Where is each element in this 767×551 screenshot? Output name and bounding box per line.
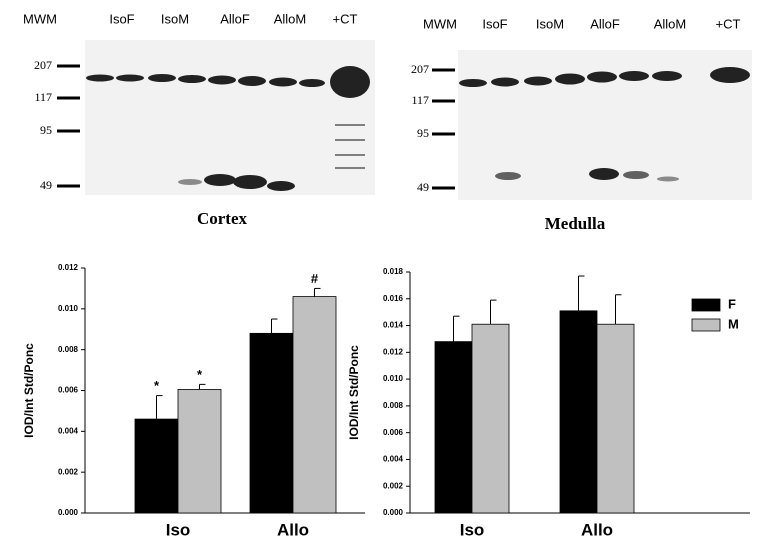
bar xyxy=(471,323,510,514)
legend-label: M xyxy=(728,316,739,331)
lane-label: IsoF xyxy=(482,16,507,31)
lane-label: AlloM xyxy=(274,11,307,26)
marker-label: 207 xyxy=(34,58,52,72)
y-tick-label: 0.012 xyxy=(58,263,79,272)
bar xyxy=(292,296,337,514)
y-tick-label: 0.000 xyxy=(58,508,79,517)
y-axis-label: IOD/Int Std/Ponc xyxy=(22,343,36,438)
bar xyxy=(434,341,473,514)
blot-title: Cortex xyxy=(197,209,248,228)
marker-label: 95 xyxy=(417,126,429,140)
y-tick-label: 0.010 xyxy=(58,304,79,313)
y-tick-label: 0.002 xyxy=(58,467,79,476)
bar xyxy=(134,418,179,514)
bar xyxy=(177,389,222,514)
y-tick-label: 0.016 xyxy=(383,294,404,303)
lane-label: +CT xyxy=(333,11,358,26)
marker-label: 95 xyxy=(40,123,52,137)
lane-label: IsoM xyxy=(536,16,564,31)
x-tick-label: Allo xyxy=(581,520,613,539)
x-tick-label: Allo xyxy=(277,520,309,539)
lane-label: AlloF xyxy=(590,16,620,31)
y-tick-label: 0.006 xyxy=(58,386,79,395)
y-tick-label: 0.008 xyxy=(383,401,404,410)
lane-label: AlloM xyxy=(654,16,687,31)
marker-label: 117 xyxy=(34,90,52,104)
lane-label: IsoF xyxy=(109,11,134,26)
y-axis-label: IOD/Int Std/Ponc xyxy=(347,345,361,440)
legend-swatch xyxy=(691,298,721,312)
blot-title: Medulla xyxy=(545,214,606,233)
y-tick-label: 0.008 xyxy=(58,345,79,354)
bar xyxy=(249,332,294,514)
annotation: # xyxy=(311,271,319,286)
y-tick-label: 0.012 xyxy=(383,347,404,356)
y-tick-label: 0.004 xyxy=(383,455,404,464)
lane-label: +CT xyxy=(716,16,741,31)
annotation: * xyxy=(154,378,160,393)
lane-label: MWM xyxy=(423,16,457,31)
cortex-blot xyxy=(57,40,375,195)
marker-label: 207 xyxy=(411,62,429,76)
legend-label: F xyxy=(728,296,736,311)
lane-label: MWM xyxy=(23,11,57,26)
y-tick-label: 0.018 xyxy=(383,267,404,276)
y-tick-label: 0.014 xyxy=(383,321,404,330)
marker-label: 49 xyxy=(417,180,429,194)
legend-swatch xyxy=(691,318,721,332)
x-tick-label: Iso xyxy=(460,520,485,539)
y-tick-label: 0.000 xyxy=(383,508,404,517)
y-tick-label: 0.010 xyxy=(383,374,404,383)
marker-label: 117 xyxy=(411,93,429,107)
lane-label: IsoM xyxy=(161,11,189,26)
medulla-blot xyxy=(432,50,752,200)
y-tick-label: 0.002 xyxy=(383,481,404,490)
x-tick-label: Iso xyxy=(166,520,191,539)
lane-label: AlloF xyxy=(220,11,250,26)
bar xyxy=(596,323,635,514)
bar xyxy=(559,310,598,514)
y-tick-label: 0.006 xyxy=(383,428,404,437)
annotation: * xyxy=(197,367,203,382)
marker-label: 49 xyxy=(40,178,52,192)
y-tick-label: 0.004 xyxy=(58,426,79,435)
